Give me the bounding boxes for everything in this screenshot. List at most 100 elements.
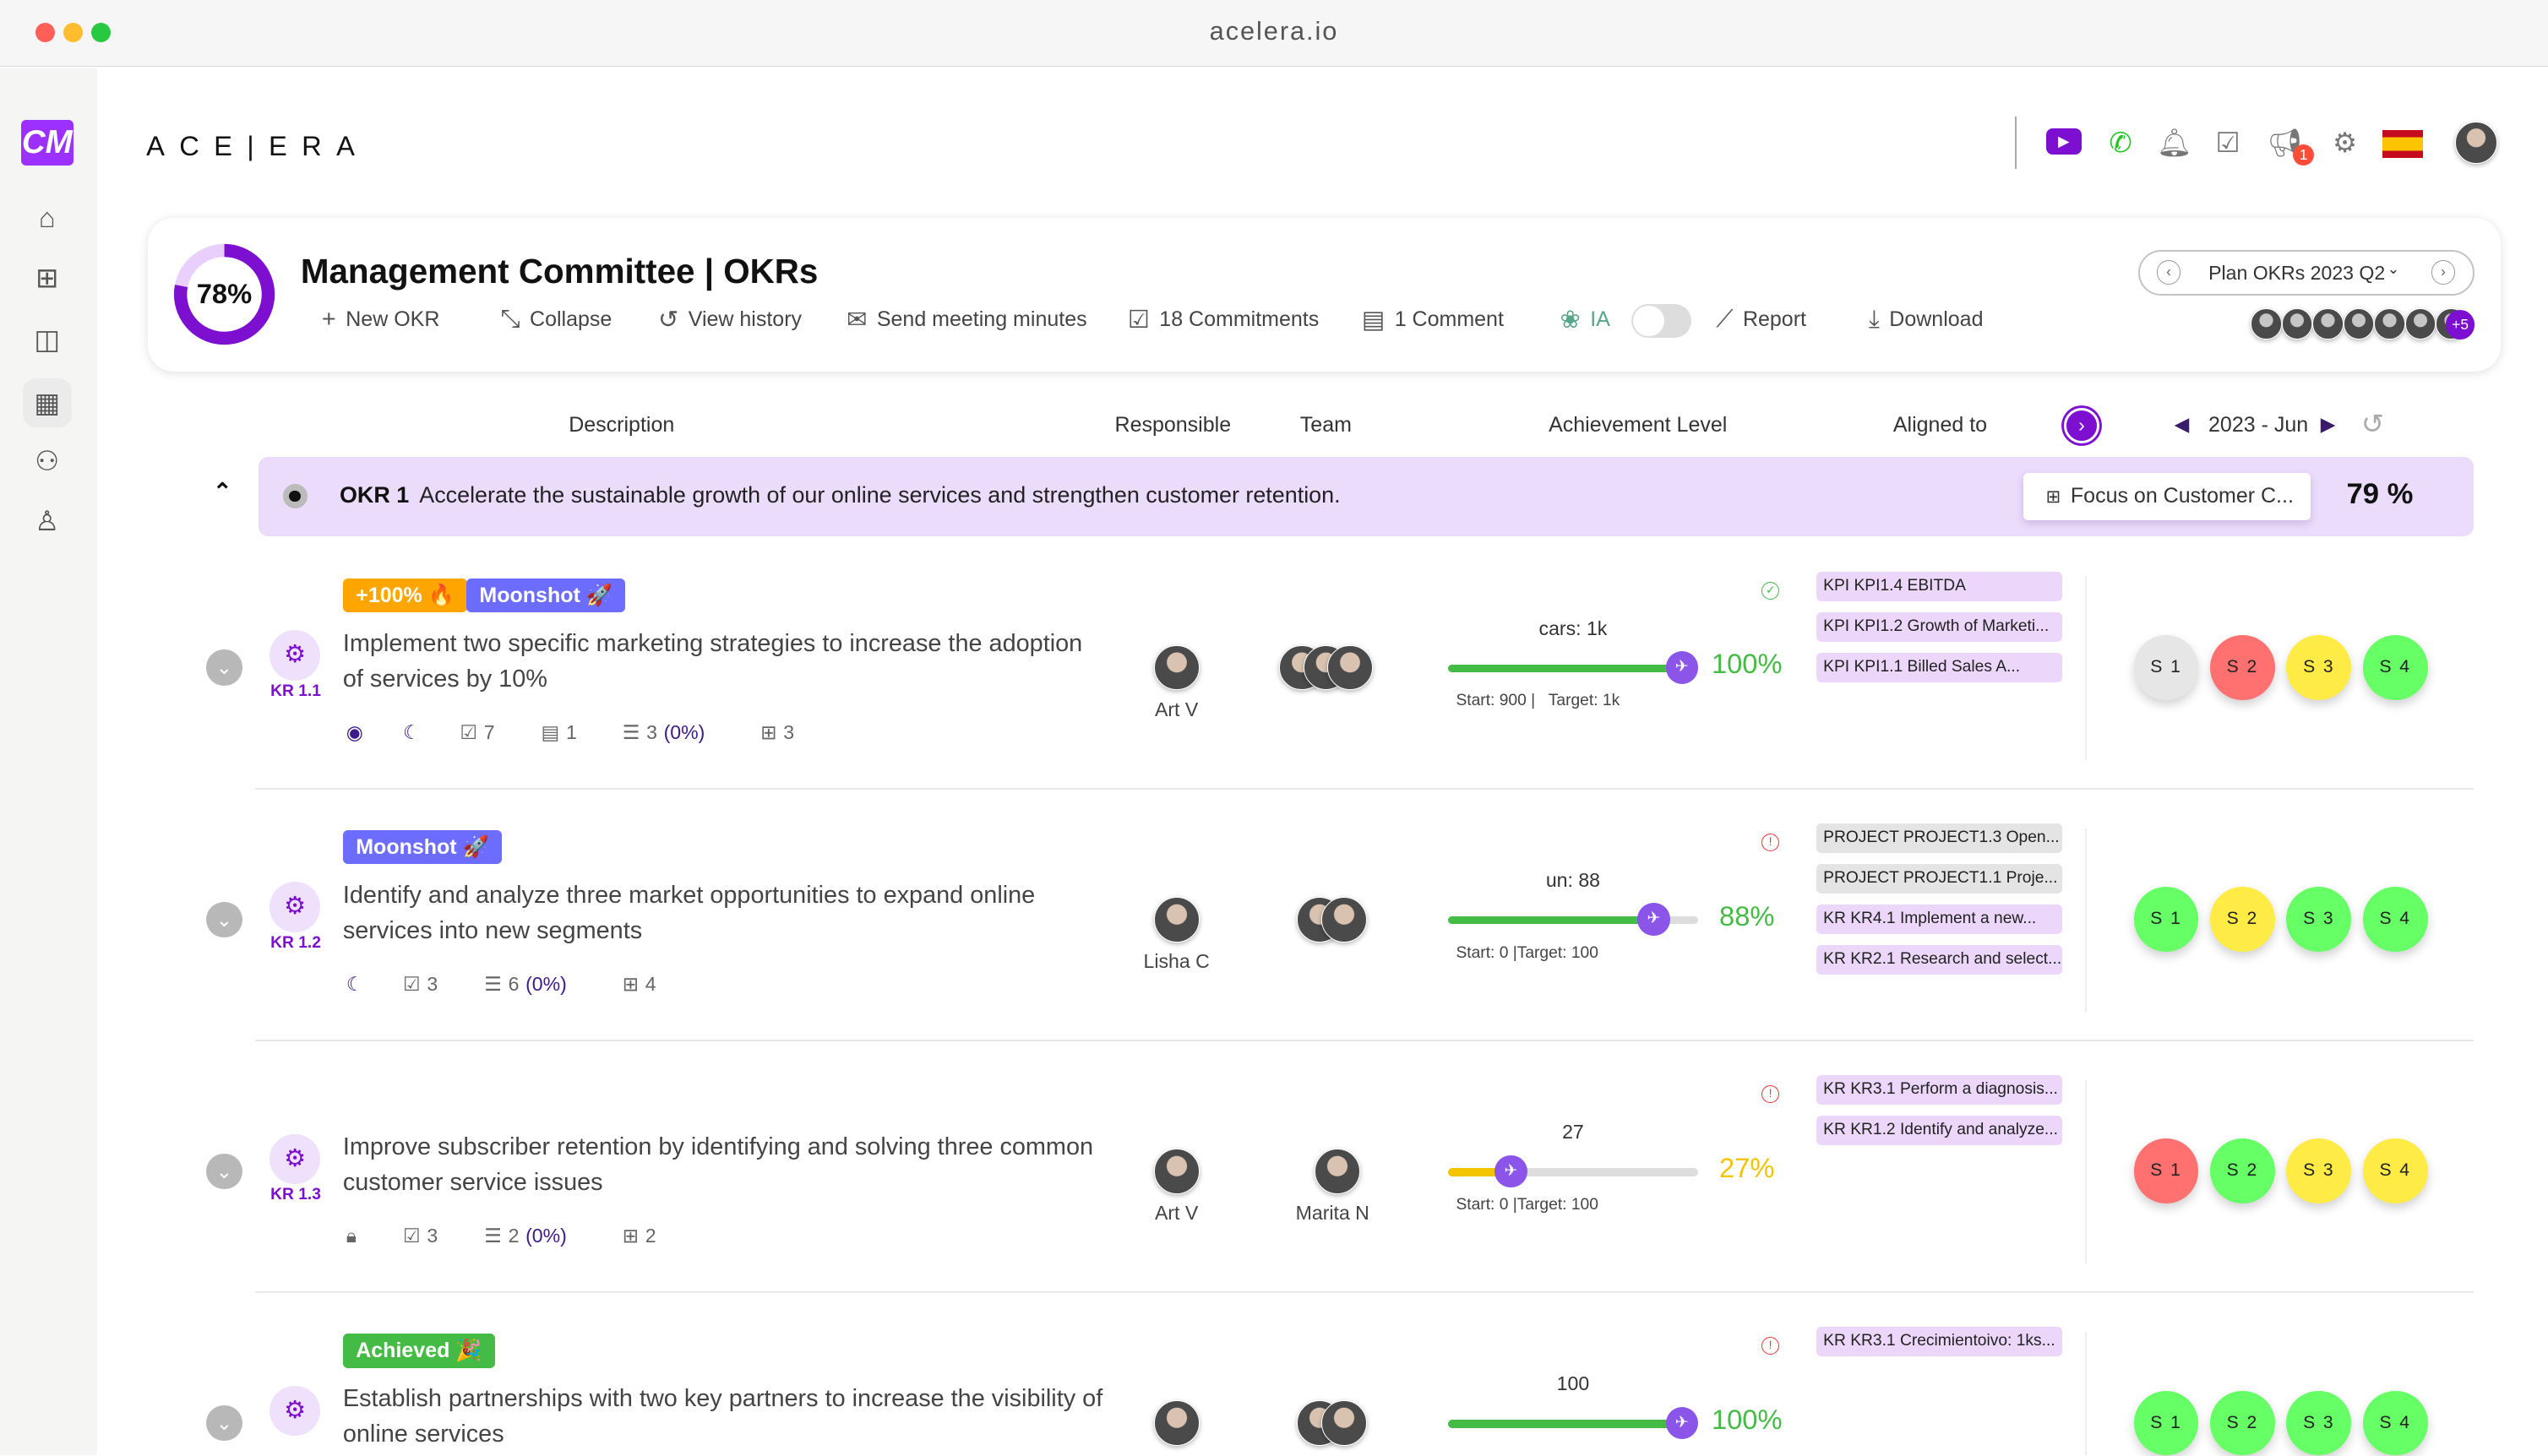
- expand-kr-button[interactable]: ⌄: [206, 1404, 242, 1442]
- expand-columns-button[interactable]: ›: [2063, 407, 2100, 444]
- expand-kr-button[interactable]: ⌄: [206, 649, 242, 686]
- responsible-avatar[interactable]: [1153, 1400, 1200, 1446]
- progress-thumb[interactable]: ✈: [1665, 1406, 1699, 1440]
- download-button[interactable]: ⤓ Download: [1869, 306, 1983, 335]
- kr-meta-hierarchy[interactable]: ⊞ 4: [623, 973, 656, 996]
- kr-meta-moon[interactable]: ☾: [346, 973, 364, 996]
- gear-icon[interactable]: ⚙: [2332, 127, 2358, 159]
- kr-description[interactable]: Establish partnerships with two key part…: [342, 1384, 1103, 1448]
- maximize-window-button[interactable]: [90, 22, 111, 42]
- previous-period-button[interactable]: ◀: [2174, 412, 2190, 435]
- member-avatar[interactable]: [2281, 308, 2313, 340]
- aligned-chip[interactable]: KR KR1.2 Identify and analyze...: [1816, 1116, 2062, 1146]
- youtube-icon[interactable]: ▶: [2045, 128, 2082, 155]
- kr-description[interactable]: Identify and analyze three market opport…: [342, 881, 1036, 944]
- sprint-status[interactable]: S 3: [2286, 635, 2352, 700]
- sprint-status[interactable]: S 4: [2362, 1138, 2428, 1204]
- team-avatar[interactable]: [1327, 644, 1374, 691]
- kr-gear-icon[interactable]: ⚙: [270, 882, 320, 933]
- kr-meta-hierarchy[interactable]: ⊞ 2: [623, 1225, 656, 1247]
- sprint-status[interactable]: S 2: [2209, 635, 2275, 700]
- kr-description[interactable]: Improve subscriber retention by identify…: [342, 1133, 1094, 1197]
- responsible-avatar[interactable]: [1153, 1148, 1200, 1194]
- bell-icon[interactable]: 🔔︎: [2156, 127, 2192, 159]
- history-icon[interactable]: ↺: [2360, 407, 2385, 439]
- tasks-icon[interactable]: ☑: [2215, 127, 2240, 159]
- progress-thumb[interactable]: ✈: [1494, 1154, 1527, 1188]
- kr-meta-list[interactable]: ☰ 3 (0%): [623, 721, 705, 744]
- sprint-status[interactable]: S 4: [2362, 635, 2428, 700]
- user-icon[interactable]: ♙: [35, 505, 60, 537]
- next-period-button[interactable]: ▶: [2320, 412, 2336, 435]
- focus-button[interactable]: ⊞ Focus on Customer C...: [2023, 472, 2311, 520]
- team-avatar[interactable]: [1315, 1148, 1360, 1194]
- sprint-status[interactable]: S 3: [2286, 1390, 2352, 1456]
- minimize-window-button[interactable]: [63, 22, 84, 42]
- sprint-status[interactable]: S 1: [2133, 887, 2199, 953]
- progress-thumb[interactable]: ✈: [1637, 903, 1670, 936]
- okr-title[interactable]: Accelerate the sustainable growth of our…: [419, 482, 1341, 508]
- collapse-okr-button[interactable]: ⌃: [212, 479, 232, 505]
- kr-meta-comment[interactable]: ▤ 1: [542, 721, 577, 744]
- kr-gear-icon[interactable]: ⚙: [270, 1385, 320, 1437]
- kr-meta-hierarchy[interactable]: ⊞ 3: [760, 721, 794, 744]
- kr-gear-icon[interactable]: ⚙: [270, 1133, 320, 1185]
- close-window-button[interactable]: [35, 22, 56, 42]
- progress-bar[interactable]: [1447, 664, 1699, 673]
- team-avatar[interactable]: [1320, 896, 1367, 943]
- kr-meta-target[interactable]: ◉: [346, 721, 363, 744]
- team-avatar[interactable]: [1320, 1400, 1367, 1446]
- previous-plan-button[interactable]: ‹: [2156, 259, 2181, 285]
- home-icon[interactable]: ⌂: [38, 201, 56, 233]
- plan-selector[interactable]: ‹ Plan OKRs 2023 Q2 ⌄ ›: [2138, 250, 2475, 296]
- commitments-button[interactable]: ☑ 18 Commitments: [1128, 306, 1319, 335]
- sprint-status[interactable]: S 1: [2133, 1138, 2199, 1204]
- aligned-chip[interactable]: KPI KPI1.1 Billed Sales A...: [1816, 653, 2062, 682]
- user-avatar[interactable]: [2455, 122, 2498, 165]
- member-avatar[interactable]: [2374, 308, 2405, 340]
- progress-bar[interactable]: [1447, 1167, 1699, 1176]
- spain-flag-icon[interactable]: [2382, 129, 2423, 158]
- sprint-status[interactable]: S 2: [2209, 887, 2275, 953]
- next-plan-button[interactable]: ›: [2431, 259, 2456, 285]
- okr-radio[interactable]: [282, 484, 308, 509]
- aligned-chip[interactable]: KPI KPI1.2 Growth of Marketi...: [1816, 612, 2062, 642]
- kr-meta-list[interactable]: ☰ 2 (0%): [484, 1225, 567, 1247]
- member-avatars[interactable]: [2251, 308, 2467, 340]
- sprint-status[interactable]: S 2: [2209, 1138, 2275, 1204]
- progress-thumb[interactable]: ✈: [1665, 651, 1699, 684]
- kr-description[interactable]: Implement two specific marketing strateg…: [342, 629, 1083, 693]
- app-logo-icon[interactable]: CM: [21, 120, 74, 166]
- kr-meta-checkbox[interactable]: ☑ 3: [403, 973, 438, 996]
- aligned-chip[interactable]: KR KR4.1 Implement a new...: [1816, 905, 2062, 934]
- kr-meta-lock[interactable]: 🔒︎: [346, 1225, 357, 1247]
- aligned-chip[interactable]: PROJECT PROJECT1.3 Open...: [1816, 823, 2062, 853]
- responsible-avatar[interactable]: [1153, 644, 1200, 691]
- view-history-button[interactable]: ↺ View history: [658, 306, 802, 335]
- building-icon[interactable]: ▦: [22, 378, 72, 427]
- sprint-status[interactable]: S 4: [2362, 887, 2428, 953]
- expand-kr-button[interactable]: ⌄: [206, 901, 242, 937]
- sprint-status[interactable]: S 2: [2209, 1390, 2275, 1456]
- responsible-avatar[interactable]: [1153, 896, 1200, 943]
- hierarchy-icon[interactable]: ⊞: [35, 261, 59, 293]
- sprint-status[interactable]: S 4: [2362, 1390, 2428, 1456]
- sprint-status[interactable]: S 3: [2286, 1138, 2352, 1204]
- progress-bar[interactable]: [1447, 915, 1699, 925]
- kr-meta-list[interactable]: ☰ 6 (0%): [484, 973, 567, 996]
- whatsapp-icon[interactable]: ✆: [2109, 127, 2132, 159]
- aligned-chip[interactable]: KR KR3.1 Crecimientoivo: 1ks...: [1816, 1327, 2062, 1357]
- member-avatar[interactable]: [2343, 308, 2375, 340]
- aligned-chip[interactable]: KR KR3.1 Perform a diagnosis...: [1816, 1075, 2062, 1105]
- send-minutes-button[interactable]: ✉ Send meeting minutes: [847, 306, 1086, 335]
- new-okr-button[interactable]: + New OKR: [322, 306, 440, 335]
- sprint-status[interactable]: S 1: [2133, 1390, 2199, 1456]
- report-button[interactable]: ⟋ Report: [1716, 306, 1806, 335]
- progress-bar[interactable]: [1447, 1420, 1699, 1428]
- comments-button[interactable]: ▤ 1 Comment: [1362, 306, 1504, 335]
- member-avatar[interactable]: [2404, 308, 2436, 340]
- sprint-status[interactable]: S 1: [2133, 635, 2199, 700]
- aligned-chip[interactable]: KPI KPI1.4 EBITDA: [1816, 572, 2062, 601]
- aligned-chip[interactable]: PROJECT PROJECT1.1 Proje...: [1816, 864, 2062, 894]
- collapse-button[interactable]: ⤡ Collapse: [500, 306, 612, 335]
